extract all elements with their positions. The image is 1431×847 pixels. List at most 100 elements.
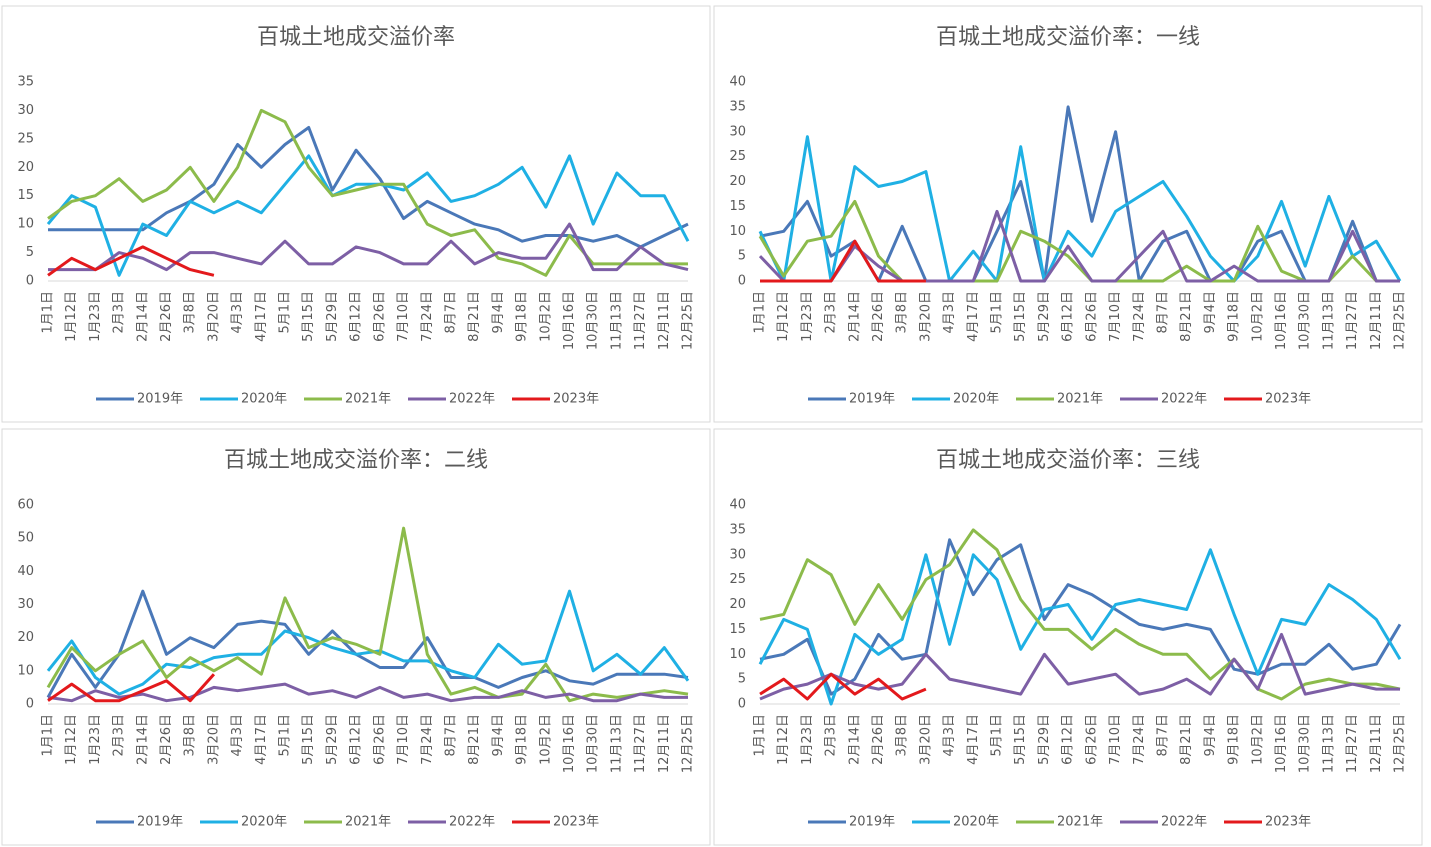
y-tick-label: 25 (729, 572, 746, 587)
x-tick-label: 8月7日 (1155, 291, 1170, 334)
x-tick-label: 4月3日 (942, 291, 957, 334)
x-tick-label: 12月25日 (1393, 714, 1408, 773)
x-tick-label: 12月25日 (681, 714, 696, 773)
x-tick-label: 5月15日 (1013, 714, 1028, 765)
legend-label: 2020年 (241, 815, 287, 830)
x-tick-label: 12月11日 (1369, 291, 1384, 350)
x-tick-label: 10月30日 (586, 291, 601, 350)
x-tick-label: 7月24日 (420, 291, 435, 342)
y-tick-label: 20 (17, 160, 34, 175)
x-tick-label: 10月16日 (1274, 714, 1289, 773)
y-tick-label: 60 (17, 498, 34, 513)
x-tick-label: 2月3日 (112, 714, 127, 757)
y-tick-label: 30 (729, 547, 746, 562)
x-tick-label: 1月23日 (88, 291, 103, 342)
y-tick-label: 40 (17, 564, 34, 579)
y-tick-label: 10 (17, 217, 34, 232)
y-tick-label: 0 (738, 697, 746, 712)
x-tick-label: 5月1日 (278, 714, 293, 757)
x-tick-label: 5月29日 (1037, 291, 1052, 342)
x-tick-label: 3月20日 (206, 714, 221, 765)
series-line (760, 239, 926, 283)
y-tick-label: 30 (729, 124, 746, 139)
y-tick-label: 10 (729, 224, 746, 239)
y-tick-label: 0 (26, 274, 34, 289)
x-tick-label: 4月17日 (254, 714, 269, 765)
legend-label: 2023年 (553, 392, 599, 407)
x-tick-label: 2月26日 (871, 291, 886, 342)
x-tick-label: 9月18日 (1227, 291, 1242, 342)
x-tick-label: 3月8日 (895, 714, 910, 757)
y-tick-label: 15 (729, 199, 746, 214)
legend-label: 2021年 (345, 815, 391, 830)
x-tick-label: 8月7日 (1155, 714, 1170, 757)
legend-label: 2021年 (1057, 392, 1103, 407)
series-line (48, 126, 689, 249)
x-tick-label: 6月26日 (1084, 291, 1099, 342)
legend-label: 2021年 (1057, 815, 1103, 830)
x-tick-label: 8月7日 (443, 714, 458, 757)
x-tick-label: 1月12日 (776, 714, 791, 765)
x-tick-label: 7月10日 (1108, 714, 1123, 765)
chart-title: 百城土地成交溢价率 (257, 25, 455, 50)
x-tick-label: 2月26日 (159, 714, 174, 765)
x-tick-label: 4月17日 (966, 714, 981, 765)
legend-label: 2020年 (953, 815, 999, 830)
x-tick-label: 2月14日 (135, 714, 150, 765)
legend-label: 2023年 (553, 815, 599, 830)
x-tick-label: 4月3日 (230, 291, 245, 334)
x-tick-label: 12月11日 (657, 291, 672, 350)
y-tick-label: 0 (26, 697, 34, 712)
x-tick-label: 6月26日 (372, 291, 387, 342)
y-tick-label: 20 (17, 630, 34, 645)
series-line (48, 222, 689, 272)
series-line (46, 589, 690, 696)
y-tick-label: 10 (729, 647, 746, 662)
x-tick-label: 3月8日 (183, 291, 198, 334)
x-tick-label: 10月16日 (562, 714, 577, 773)
series-line (758, 135, 1402, 283)
x-tick-label: 11月27日 (633, 291, 648, 350)
x-tick-label: 3月20日 (918, 714, 933, 765)
x-tick-label: 11月13日 (609, 291, 624, 350)
y-tick-label: 25 (17, 131, 34, 146)
legend-label: 2022年 (1161, 392, 1207, 407)
x-tick-label: 6月12日 (349, 291, 364, 342)
x-tick-label: 3月8日 (895, 291, 910, 334)
y-tick-label: 10 (17, 663, 34, 678)
y-tick-label: 5 (738, 672, 746, 687)
y-tick-label: 35 (17, 75, 34, 90)
y-tick-label: 40 (729, 498, 746, 513)
x-tick-label: 10月2日 (538, 291, 553, 342)
y-tick-label: 35 (729, 522, 746, 537)
x-tick-label: 12月25日 (1393, 291, 1408, 350)
x-tick-label: 1月1日 (41, 291, 56, 334)
chart-title: 百城土地成交溢价率：三线 (936, 448, 1200, 473)
chart-panel: 百城土地成交溢价率：三线 0 5 10 15 20 25 30 35 40 1月1日 1月12日 1月2… (713, 428, 1423, 846)
x-tick-label: 6月26日 (372, 714, 387, 765)
x-tick-label: 1月1日 (753, 714, 768, 757)
x-tick-label: 10月30日 (586, 714, 601, 773)
x-tick-label: 10月2日 (1250, 291, 1265, 342)
series-line (47, 673, 216, 703)
x-tick-label: 3月20日 (918, 291, 933, 342)
y-tick-label: 15 (729, 622, 746, 637)
x-tick-label: 2月14日 (847, 714, 862, 765)
x-tick-label: 9月18日 (515, 714, 530, 765)
x-tick-label: 9月4日 (1203, 714, 1218, 757)
x-tick-label: 8月21日 (467, 291, 482, 342)
x-tick-label: 12月11日 (1369, 714, 1384, 773)
x-tick-label: 7月24日 (1132, 714, 1147, 765)
x-tick-label: 11月27日 (1345, 714, 1360, 773)
x-tick-label: 8月21日 (467, 714, 482, 765)
legend-label: 2020年 (953, 392, 999, 407)
x-tick-label: 2月3日 (824, 714, 839, 757)
x-tick-label: 7月10日 (396, 714, 411, 765)
x-tick-label: 6月26日 (1084, 714, 1099, 765)
x-tick-label: 1月12日 (776, 291, 791, 342)
x-tick-label: 11月27日 (1345, 291, 1360, 350)
chart-title: 百城土地成交溢价率：一线 (936, 25, 1200, 50)
series-line (46, 589, 689, 699)
x-tick-label: 1月1日 (41, 714, 56, 757)
